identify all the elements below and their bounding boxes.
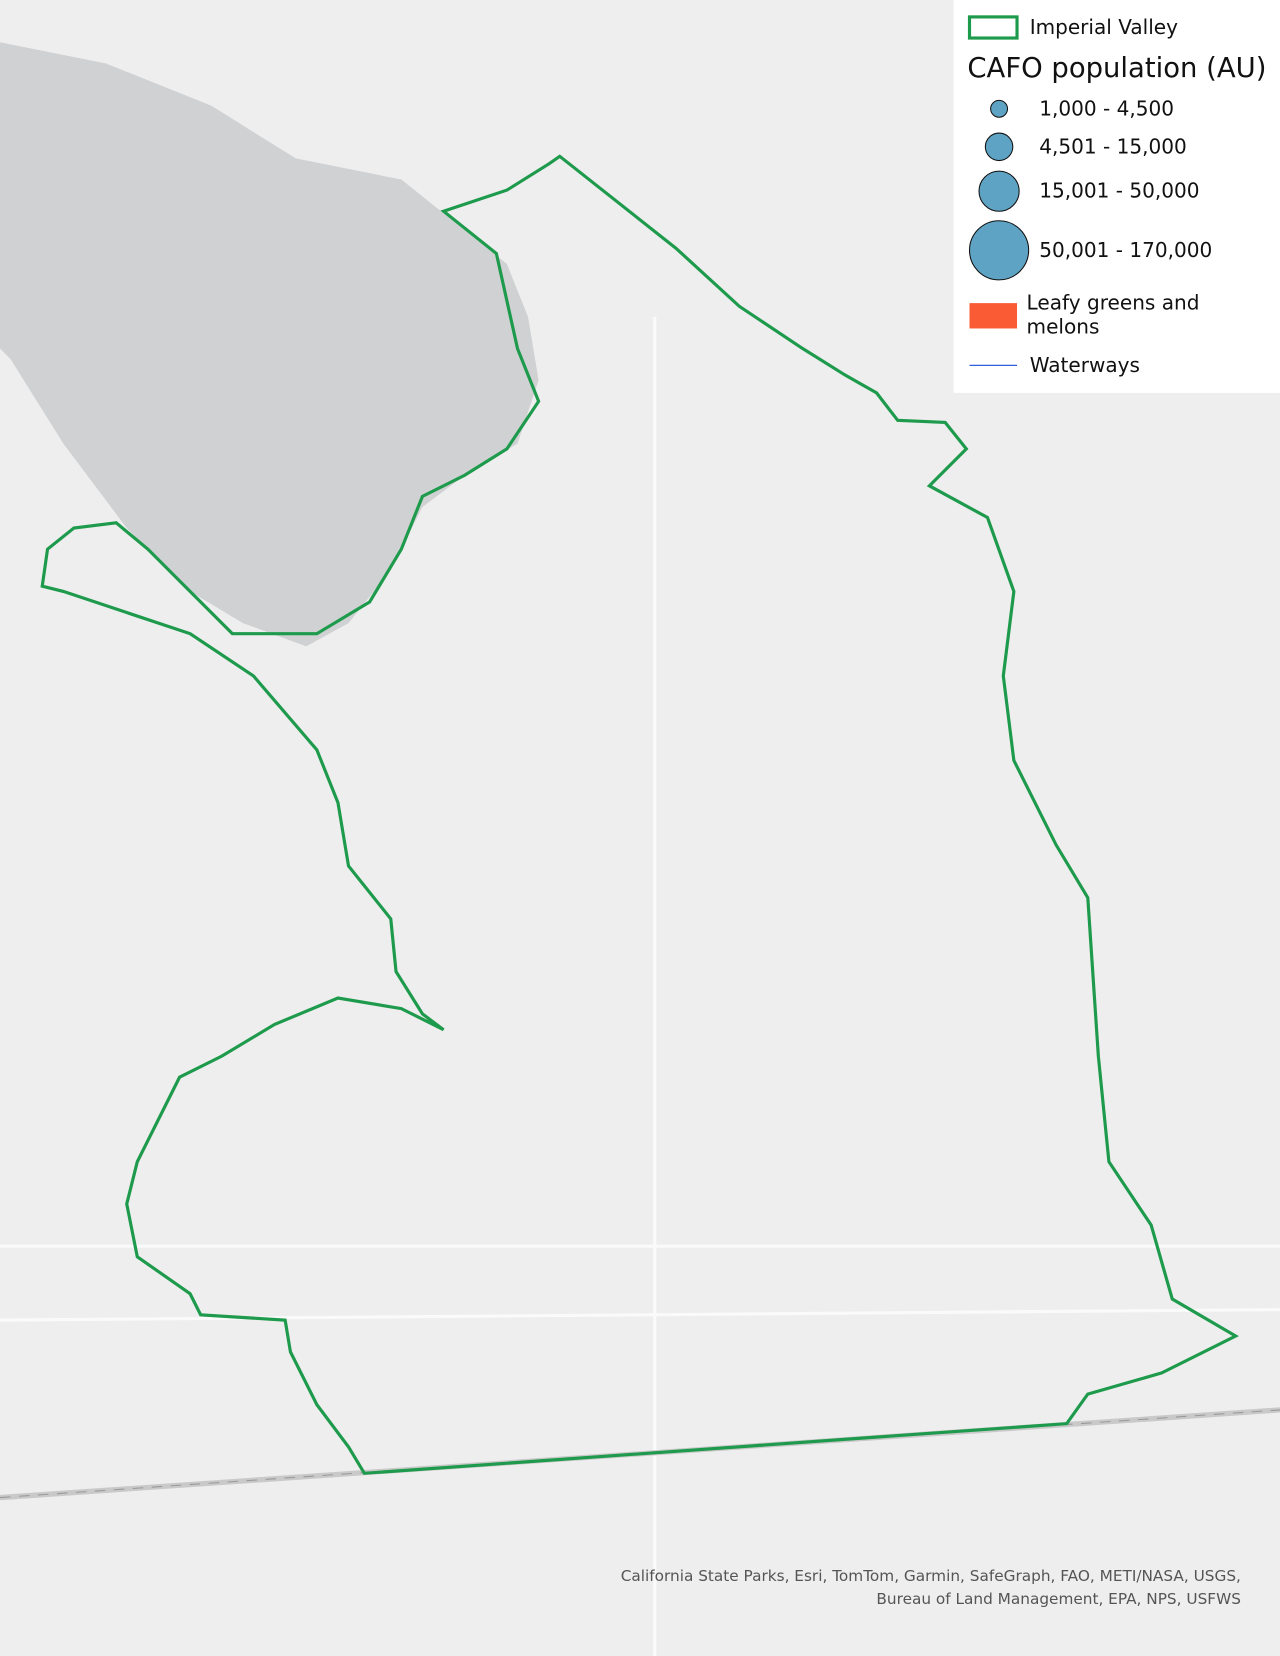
legend-cafo-swatch bbox=[968, 220, 1030, 281]
salton-sea bbox=[0, 42, 539, 647]
legend-cafo-swatch bbox=[978, 170, 1020, 212]
attribution: California State Parks, Esri, TomTom, Ga… bbox=[621, 1567, 1241, 1585]
legend-cafo-class: 1,000 - 4,500 bbox=[1039, 96, 1174, 120]
legend-boundary: Imperial Valley bbox=[1030, 15, 1178, 39]
legend-crops-wrap: Leafy greens and melons bbox=[1026, 291, 1200, 340]
legend-cafo-class: 15,001 - 50,000 bbox=[1039, 179, 1199, 203]
roads bbox=[0, 316, 1280, 1656]
legend-cafo-class: 50,001 - 170,000 bbox=[1039, 238, 1212, 262]
legend-waterways: Waterways bbox=[1030, 353, 1140, 377]
attribution: Bureau of Land Management, EPA, NPS, USF… bbox=[876, 1590, 1241, 1608]
legend-boundary-swatch bbox=[967, 15, 1019, 40]
legend-cafo-swatch bbox=[990, 99, 1009, 118]
legend-cafo-class: 4,501 - 15,000 bbox=[1039, 134, 1187, 158]
road bbox=[0, 1308, 1280, 1322]
legend-crops-swatch bbox=[969, 303, 1018, 329]
legend-cafo-title: CAFO population (AU) bbox=[967, 53, 1266, 84]
legend-crops: Leafy greens and melons bbox=[1026, 291, 1200, 340]
legend-cafo-swatch bbox=[984, 132, 1014, 162]
